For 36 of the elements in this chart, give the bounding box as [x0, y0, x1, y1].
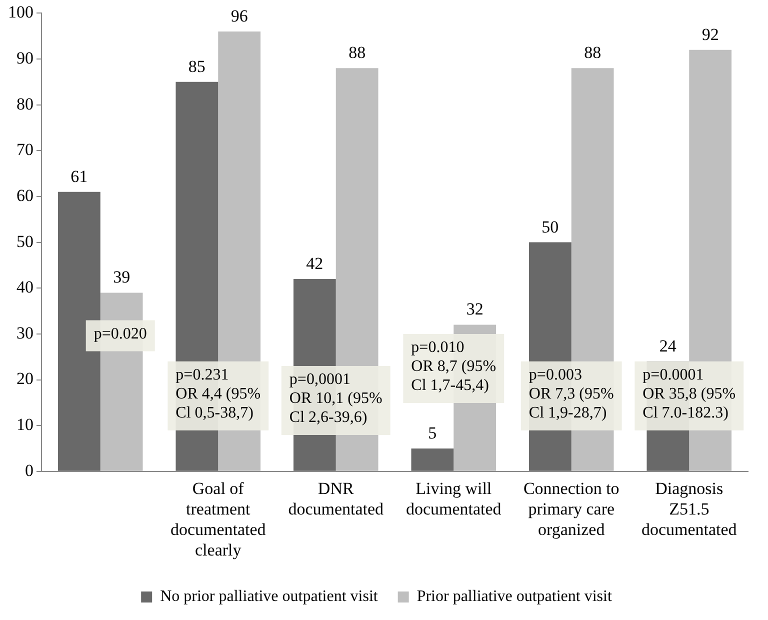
y-tick-label: 50: [16, 232, 34, 251]
data-label: 96: [230, 6, 248, 26]
legend-label: No prior palliative outpatient visit: [160, 588, 378, 606]
x-tick-label: DNR documentated: [288, 479, 384, 518]
data-label: 88: [584, 43, 602, 62]
y-tick-label: 30: [16, 323, 34, 342]
y-tick-label: 70: [16, 140, 34, 160]
x-tick-label: Diagnosis Z51.5 documentated: [641, 479, 738, 539]
data-label: 61: [70, 166, 88, 186]
data-label: 85: [188, 56, 206, 76]
y-tick-label: 90: [16, 48, 34, 68]
x-tick-label: Goal of treatment documentated clearly: [170, 479, 266, 560]
data-label: 5: [428, 423, 437, 442]
annotation: p=0,0001 OR 10,1 (95% Cl 2,6-39,6): [289, 371, 382, 426]
y-tick-label: 40: [16, 278, 34, 297]
data-label: 42: [306, 254, 324, 273]
data-label: 88: [348, 43, 366, 62]
annotation: p=0.010 OR 8,7 (95% Cl 1,7-45,4): [411, 339, 496, 394]
y-tick-label: 100: [8, 2, 34, 22]
annotation: p=0.0001 OR 35,8 (95% Cl 7.0-182.3): [642, 366, 736, 422]
data-label: 24: [659, 336, 677, 356]
x-tick-label: Connection to primary care organized: [523, 479, 620, 539]
annotation: p=0.003 OR 7,3 (95% Cl 1,9-28,7): [528, 366, 614, 422]
annotation: p=0.020: [94, 325, 147, 342]
data-label: 92: [702, 24, 719, 44]
data-label: 32: [466, 300, 484, 319]
y-tick-label: 80: [16, 94, 34, 114]
y-tick-label: 0: [25, 460, 34, 480]
y-tick-label: 10: [16, 415, 34, 434]
y-tick-label: 20: [16, 369, 34, 388]
x-tick-label: Living will documentated: [406, 479, 502, 518]
annotation: p=0.231 OR 4,4 (95% Cl 0,5-38,7): [176, 366, 261, 422]
data-label: 50: [542, 217, 559, 236]
legend-label: Prior palliative outpatient visit: [416, 588, 612, 606]
y-tick-label: 60: [16, 186, 34, 205]
data-label: 39: [113, 268, 130, 287]
